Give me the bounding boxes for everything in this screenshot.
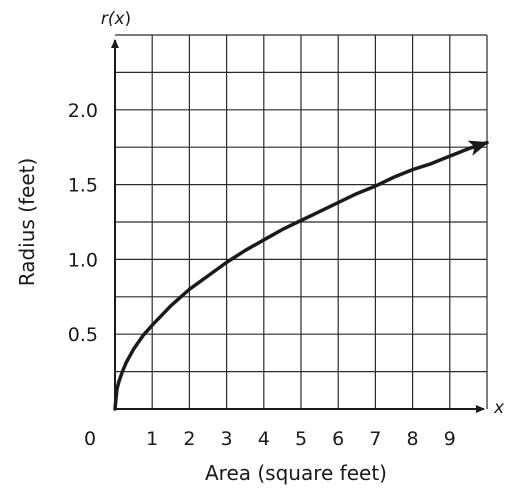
origin-label: 0 xyxy=(84,428,96,450)
x-tick-label: 3 xyxy=(221,428,233,450)
x-tick-label: 8 xyxy=(407,428,419,450)
x-tick-label: 6 xyxy=(332,428,344,450)
x-tick-label: 9 xyxy=(444,428,456,450)
y-function-variable: x xyxy=(113,9,125,29)
y-tick-label: 0.5 xyxy=(68,324,98,346)
series xyxy=(113,140,489,411)
y-tick-label: 1.0 xyxy=(68,249,98,271)
x-axis-variable: x xyxy=(493,398,505,418)
x-tick-label: 2 xyxy=(183,428,195,450)
x-tick-label: 7 xyxy=(369,428,381,450)
y-function-prefix: r( xyxy=(101,9,116,29)
x-tick-label: 4 xyxy=(258,428,270,450)
x-tick-label: 5 xyxy=(295,428,307,450)
y-axis-function-label: r(x) xyxy=(101,9,131,29)
axes xyxy=(111,39,485,413)
x-tick-label: 1 xyxy=(146,428,158,450)
y-function-suffix: ) xyxy=(125,9,132,29)
labels: Area (square feet) Radius (feet) 0 x r(x… xyxy=(15,9,505,485)
grid xyxy=(115,34,488,409)
y-tick-label: 1.5 xyxy=(68,175,98,197)
x-axis-title: Area (square feet) xyxy=(205,461,387,485)
data-curve xyxy=(113,140,489,411)
y-tick-label: 2.0 xyxy=(68,100,98,122)
y-axis-title: Radius (feet) xyxy=(15,158,39,287)
